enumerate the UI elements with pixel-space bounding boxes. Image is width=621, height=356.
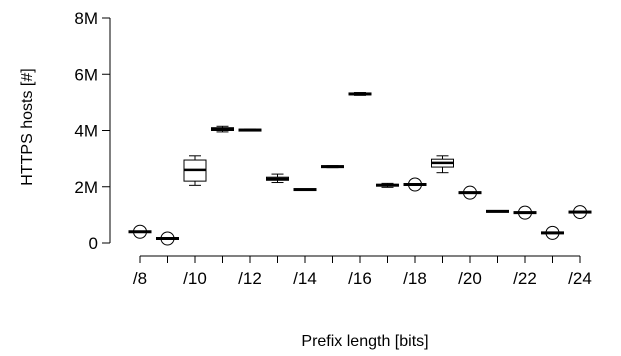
box-23	[541, 225, 564, 240]
y-tick-label: 8M	[74, 9, 98, 28]
x-tick-label: /18	[403, 269, 427, 288]
y-tick-label: 0	[89, 234, 98, 253]
box-12	[238, 128, 262, 132]
median-marker	[573, 205, 587, 220]
median-marker	[408, 177, 422, 192]
y-tick-label: 4M	[74, 122, 98, 141]
x-tick-label: /24	[568, 269, 592, 288]
box-14	[293, 188, 317, 192]
box-series	[128, 92, 592, 246]
box-18	[403, 177, 427, 192]
box-11	[211, 125, 234, 133]
median-marker	[545, 225, 560, 240]
y-axis-label: HTTPS hosts [#]	[19, 68, 36, 185]
median-marker	[518, 205, 532, 220]
y-tick-label: 6M	[74, 65, 98, 84]
box-10	[183, 155, 207, 186]
median-marker	[160, 231, 175, 246]
box-13	[266, 173, 289, 184]
y-tick-label: 2M	[74, 178, 98, 197]
median-marker	[463, 185, 477, 200]
x-tick-label: /8	[133, 269, 147, 288]
box-24	[568, 205, 592, 220]
x-tick-label: /22	[513, 269, 537, 288]
y-axis: 0 2M 4M 6M 8M	[74, 9, 111, 253]
x-tick-label: /16	[348, 269, 372, 288]
x-tick-label: /10	[183, 269, 207, 288]
x-axis: /8/10/12/14/16/18/20/22/24	[133, 255, 592, 288]
x-tick-label: /14	[293, 269, 317, 288]
x-tick-label: /20	[458, 269, 482, 288]
box-21	[486, 209, 509, 213]
box-19	[431, 155, 454, 174]
median-marker	[133, 224, 147, 239]
box-20	[458, 185, 482, 200]
box-17	[376, 182, 399, 188]
box-8	[128, 224, 152, 239]
box-16	[348, 92, 372, 96]
x-tick-label: /12	[238, 269, 262, 288]
box-15	[321, 165, 344, 169]
box-9	[156, 231, 179, 246]
x-axis-label: Prefix length [bits]	[301, 333, 428, 350]
box-22	[513, 205, 537, 220]
